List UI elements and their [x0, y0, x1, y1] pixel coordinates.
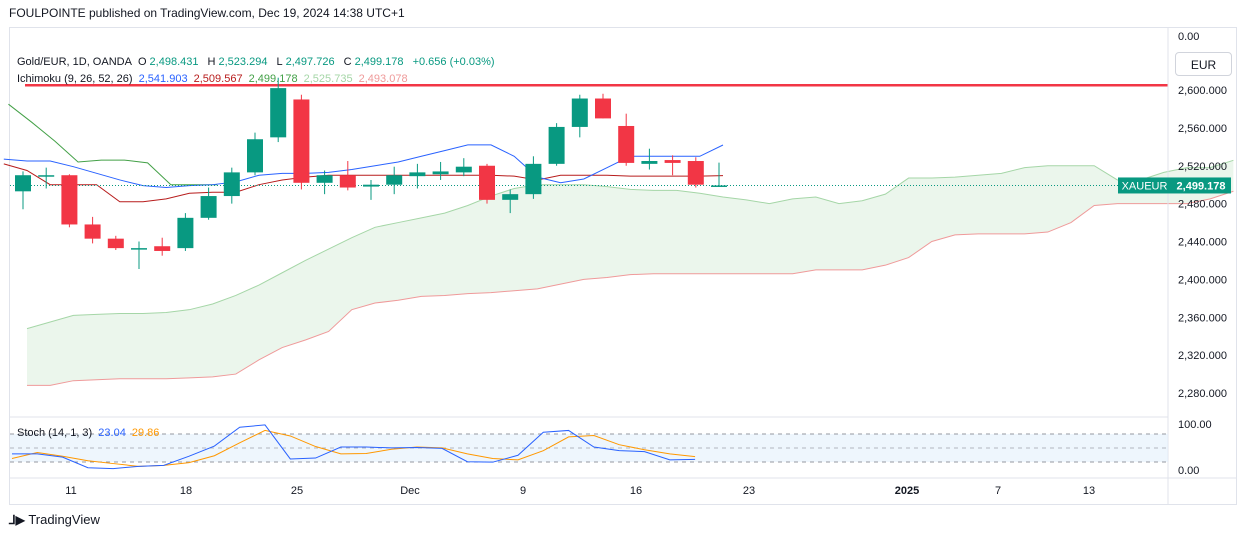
candle-body — [107, 238, 124, 249]
ichimoku-lines — [3, 84, 1168, 203]
cloud-fill — [27, 160, 1234, 386]
candle-body — [641, 161, 658, 164]
ichimoku-value-3: 2,499.178 — [248, 73, 298, 85]
ichimoku-legend: Ichimoku (9, 26, 52, 26) 2,541.903 2,509… — [17, 73, 411, 85]
candle-body — [15, 175, 31, 192]
candle-body — [409, 172, 426, 177]
candle-body — [177, 217, 194, 249]
candle-body — [200, 196, 217, 218]
candle-body — [363, 184, 379, 187]
ichimoku-value-2: 2,509.567 — [193, 73, 243, 85]
symbol-tag-label: XAUEUR — [1122, 180, 1168, 192]
price-tag-label: 2,499.178 — [1177, 180, 1226, 192]
price-tick-label: 2,480.000 — [1178, 199, 1227, 211]
candle-body — [525, 163, 542, 195]
time-tick-label: 13 — [1083, 485, 1095, 497]
candle-body — [154, 246, 171, 251]
time-tick-label: 7 — [995, 485, 1001, 497]
ichimoku-cloud — [26, 159, 1234, 386]
candles — [15, 77, 727, 269]
stoch-k-line — [12, 424, 696, 470]
candle-body — [223, 172, 240, 197]
price-tick-label: 2,320.000 — [1178, 350, 1227, 362]
price-axis: 0.00 2,600.000 2,560.000 2,520.000 2,480.000… — [1118, 27, 1231, 505]
stoch-legend: Stoch (14, 1, 3) 23.04 29.86 — [17, 427, 162, 439]
span-a-line — [26, 159, 1234, 330]
candle-body — [432, 171, 449, 175]
stoch-d-value: 29.86 — [131, 427, 160, 439]
candle-body — [131, 248, 147, 250]
price-tick-label: 0.00 — [1178, 31, 1199, 43]
chart-frame — [9, 27, 1237, 505]
brand-label: TradingView — [28, 512, 100, 527]
published-caption: FOULPOINTE published on TradingView.com,… — [9, 6, 405, 20]
time-tick-label: 9 — [520, 485, 526, 497]
candle-body — [339, 175, 356, 188]
candle-body — [61, 175, 78, 225]
time-tick-label: Dec — [400, 485, 420, 497]
change-value: +0.656 (+0.03%) — [412, 56, 495, 68]
price-tick-label: 2,280.000 — [1178, 388, 1227, 400]
candle-body — [479, 165, 495, 200]
price-tick-label: 2,600.000 — [1178, 85, 1227, 97]
candle-body — [316, 175, 333, 183]
lagging-line — [8, 103, 218, 186]
time-tick-label: 2025 — [895, 485, 919, 497]
currency-button[interactable]: EUR — [1175, 52, 1232, 76]
time-tick-label: 18 — [180, 485, 192, 497]
price-tick-label: 2,440.000 — [1178, 237, 1227, 249]
price-tag — [1171, 177, 1231, 194]
ichimoku-value-4: 2,525.735 — [303, 73, 353, 85]
candle-body — [293, 99, 310, 183]
base-line — [3, 163, 724, 203]
high-value: H 2,523.294 — [207, 56, 268, 68]
candle-body — [711, 185, 727, 187]
time-tick-label: 16 — [630, 485, 642, 497]
candle-body — [687, 161, 704, 185]
time-axis: 11 18 25 Dec 9 16 23 2025 7 13 — [9, 416, 1237, 497]
candle-body — [84, 224, 101, 239]
candle-body — [386, 175, 403, 185]
tradingview-icon: ⅃▶ — [9, 513, 25, 527]
close-value: C 2,499.178 — [343, 56, 404, 68]
candle-body — [38, 175, 55, 177]
span-b-line — [27, 190, 1234, 386]
time-tick-label: 23 — [743, 485, 755, 497]
price-tick-label: 2,360.000 — [1178, 312, 1227, 324]
stoch-pane: 100.00 0.00 — [10, 419, 1212, 477]
price-tick-label: 2,400.000 — [1178, 274, 1227, 286]
ohlc-legend: Gold/EUR, 1D, OANDA O 2,498.431 H 2,523.29… — [17, 56, 498, 68]
candle-body — [247, 139, 263, 173]
candle-body — [571, 98, 588, 127]
candle-body — [618, 125, 635, 163]
candle-body — [455, 166, 472, 173]
open-value: O 2,498.431 — [137, 56, 199, 68]
ichimoku-value-1: 2,541.903 — [138, 73, 188, 85]
symbol-tag — [1118, 177, 1171, 194]
conversion-line — [3, 144, 724, 189]
stoch-label: Stoch (14, 1, 3) — [17, 427, 93, 439]
ichimoku-label: Ichimoku (9, 26, 52, 26) — [17, 73, 133, 85]
price-tick-label: 2,520.000 — [1178, 161, 1227, 173]
candle-body — [548, 126, 565, 164]
price-tick-label: 2,560.000 — [1178, 123, 1227, 135]
stoch-d-line — [11, 429, 696, 467]
time-tick-label: 25 — [291, 485, 303, 497]
candle-body — [664, 160, 681, 163]
time-tick-label: 11 — [65, 485, 76, 497]
ichimoku-value-5: 2,493.078 — [358, 73, 408, 85]
low-value: L 2,497.726 — [276, 56, 335, 68]
stoch-tick-label: 100.00 — [1178, 419, 1212, 431]
stoch-tick-label: 0.00 — [1178, 465, 1199, 477]
candle-body — [270, 88, 287, 138]
tradingview-logo: ⅃▶ TradingView — [9, 512, 100, 527]
stoch-k-value: 23.04 — [98, 427, 126, 439]
symbol-label: Gold/EUR, 1D, OANDA — [17, 56, 132, 68]
candle-body — [595, 98, 611, 119]
candle-body — [502, 194, 519, 200]
